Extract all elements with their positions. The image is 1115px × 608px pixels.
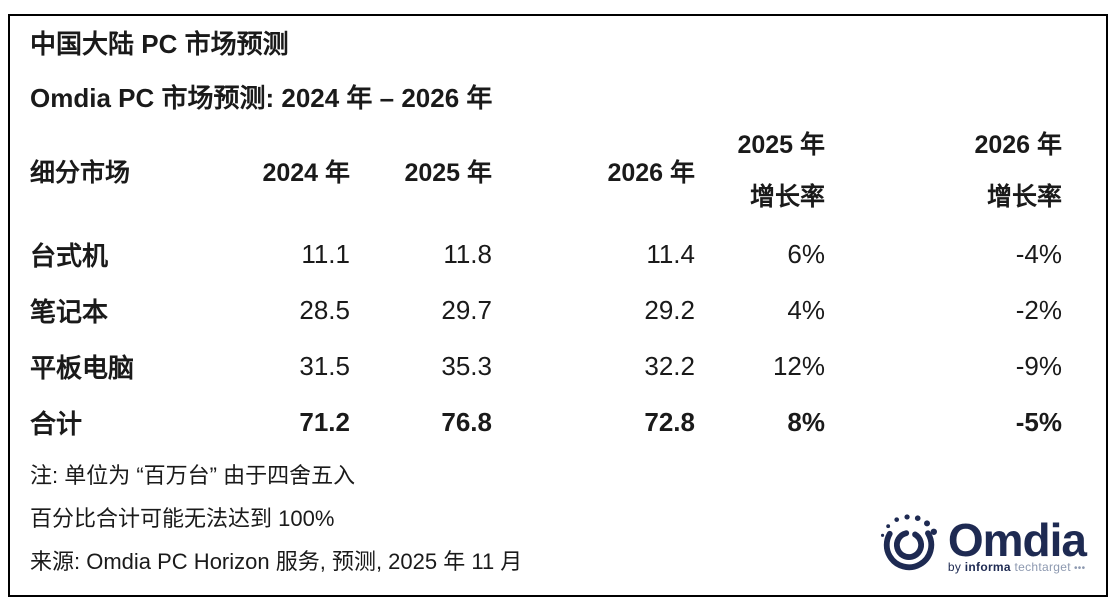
col-header-segment: 细分市场 — [30, 159, 131, 187]
cell-2026: 72.8 — [644, 406, 695, 437]
table-row-tablet: 平板电脑 31.5 35.3 32.2 12% -9% — [30, 338, 1062, 394]
table-row-total: 合计 71.2 76.8 72.8 8% -5% — [30, 394, 1062, 450]
cell-growth-2025: 4% — [787, 294, 825, 325]
tagline-techtarget: techtarget — [1010, 559, 1071, 574]
cell-segment: 台式机 — [30, 240, 109, 271]
cell-growth-2025: 6% — [787, 238, 825, 269]
col-header-growth-2026-year: 2026 年 — [974, 131, 1062, 159]
col-header-growth-2025: 2025 年 增长率 — [695, 116, 825, 226]
col-header-2025: 2025 年 — [404, 159, 492, 187]
cell-growth-2025: 12% — [772, 350, 825, 381]
cell-2025: 11.8 — [443, 238, 492, 269]
note-source: 来源: Omdia PC Horizon 服务, 预测, 2025 年 11 月 — [30, 549, 523, 574]
omdia-tagline: by informa techtarget ••• — [948, 560, 1086, 574]
cell-2024: 71.2 — [299, 406, 350, 437]
tagline-informa: informa — [964, 559, 1011, 574]
cell-segment: 笔记本 — [30, 296, 109, 327]
header-row: 细分市场 2024 年 2025 年 2026 年 2025 年 增长率 202… — [30, 116, 1062, 226]
cell-segment: 平板电脑 — [30, 352, 135, 383]
col-header-growth-2025-year: 2025 年 — [737, 131, 825, 159]
cell-2025: 76.8 — [441, 406, 492, 437]
omdia-brand-name: Omdia — [947, 513, 1087, 566]
cell-growth-2025: 8% — [787, 406, 825, 437]
tagline-by: by — [947, 559, 965, 574]
tagline-dots: ••• — [1070, 562, 1086, 574]
table-subtitle: Omdia PC 市场预测: 2024 年 – 2026 年 — [30, 83, 493, 113]
forecast-table: 细分市场 2024 年 2025 年 2026 年 2025 年 增长率 202… — [30, 116, 1062, 450]
cell-growth-2026: -4% — [1015, 238, 1062, 269]
cell-2025: 29.7 — [441, 294, 492, 325]
cell-growth-2026: -5% — [1015, 406, 1062, 437]
cell-2024: 11.1 — [301, 238, 350, 269]
cell-2026: 32.2 — [644, 350, 695, 381]
page-title: 中国大陆 PC 市场预测 — [30, 29, 289, 59]
cell-2026: 11.4 — [646, 238, 695, 269]
col-header-growth-2025-label: 增长率 — [749, 183, 825, 211]
forecast-panel: 中国大陆 PC 市场预测 Omdia PC 市场预测: 2024 年 – 202… — [8, 14, 1108, 597]
col-header-2026: 2026 年 — [607, 159, 695, 187]
cell-growth-2026: -9% — [1015, 350, 1062, 381]
col-header-2024: 2024 年 — [262, 159, 350, 187]
col-header-growth-2026-label: 增长率 — [986, 183, 1062, 211]
cell-2025: 35.3 — [441, 350, 492, 381]
table-row-notebook: 笔记本 28.5 29.7 29.2 4% -2% — [30, 282, 1062, 338]
cell-2026: 29.2 — [644, 294, 695, 325]
cell-2024: 31.5 — [299, 350, 350, 381]
cell-segment: 合计 — [30, 408, 83, 439]
omdia-logo: Omdia by informa techtarget ••• — [877, 512, 1087, 579]
footnotes: 注: 单位为 “百万台” 由于四舍五入 百分比合计可能无法达到 100% 来源:… — [30, 454, 1060, 583]
omdia-logo-icon — [878, 512, 940, 579]
table-row-desktop: 台式机 11.1 11.8 11.4 6% -4% — [30, 226, 1062, 282]
col-header-growth-2026: 2026 年 增长率 — [825, 116, 1062, 226]
note-units: 注: 单位为 “百万台” 由于四舍五入 — [30, 463, 356, 488]
cell-2024: 28.5 — [299, 294, 350, 325]
cell-growth-2026: -2% — [1015, 294, 1062, 325]
note-rounding: 百分比合计可能无法达到 100% — [30, 506, 335, 531]
omdia-logo-text: Omdia by informa techtarget ••• — [947, 513, 1087, 574]
